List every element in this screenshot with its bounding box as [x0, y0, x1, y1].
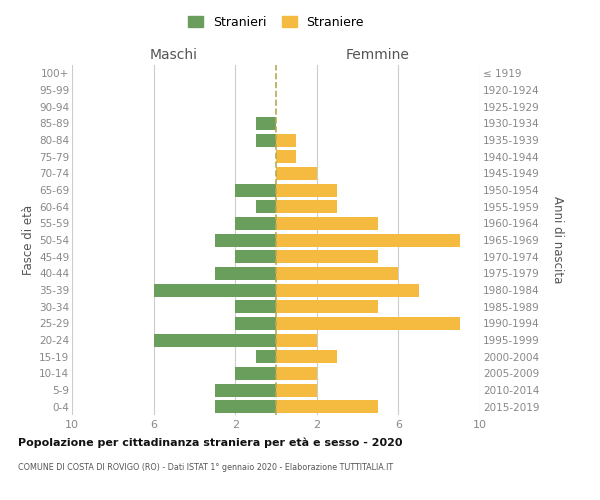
Bar: [256, 134, 276, 146]
Legend: Stranieri, Straniere: Stranieri, Straniere: [183, 10, 369, 34]
Bar: [276, 134, 296, 146]
Bar: [256, 200, 276, 213]
Bar: [276, 350, 337, 363]
Bar: [235, 217, 276, 230]
Text: Popolazione per cittadinanza straniera per età e sesso - 2020: Popolazione per cittadinanza straniera p…: [18, 437, 403, 448]
Bar: [276, 400, 378, 413]
Bar: [276, 200, 337, 213]
Bar: [276, 167, 317, 180]
Bar: [215, 234, 276, 246]
Bar: [256, 117, 276, 130]
Bar: [276, 217, 378, 230]
Bar: [276, 317, 460, 330]
Y-axis label: Fasce di età: Fasce di età: [22, 205, 35, 275]
Text: Femmine: Femmine: [346, 48, 410, 62]
Bar: [235, 317, 276, 330]
Bar: [276, 284, 419, 296]
Bar: [276, 150, 296, 163]
Bar: [276, 234, 460, 246]
Bar: [276, 267, 398, 280]
Bar: [276, 367, 317, 380]
Bar: [215, 267, 276, 280]
Bar: [235, 300, 276, 313]
Bar: [215, 400, 276, 413]
Bar: [235, 184, 276, 196]
Bar: [235, 367, 276, 380]
Bar: [276, 250, 378, 263]
Bar: [154, 334, 276, 346]
Bar: [276, 334, 317, 346]
Y-axis label: Anni di nascita: Anni di nascita: [551, 196, 563, 284]
Bar: [276, 384, 317, 396]
Bar: [256, 350, 276, 363]
Bar: [276, 300, 378, 313]
Text: Maschi: Maschi: [150, 48, 198, 62]
Bar: [276, 184, 337, 196]
Text: COMUNE DI COSTA DI ROVIGO (RO) - Dati ISTAT 1° gennaio 2020 - Elaborazione TUTTI: COMUNE DI COSTA DI ROVIGO (RO) - Dati IS…: [18, 464, 393, 472]
Bar: [215, 384, 276, 396]
Bar: [154, 284, 276, 296]
Bar: [235, 250, 276, 263]
